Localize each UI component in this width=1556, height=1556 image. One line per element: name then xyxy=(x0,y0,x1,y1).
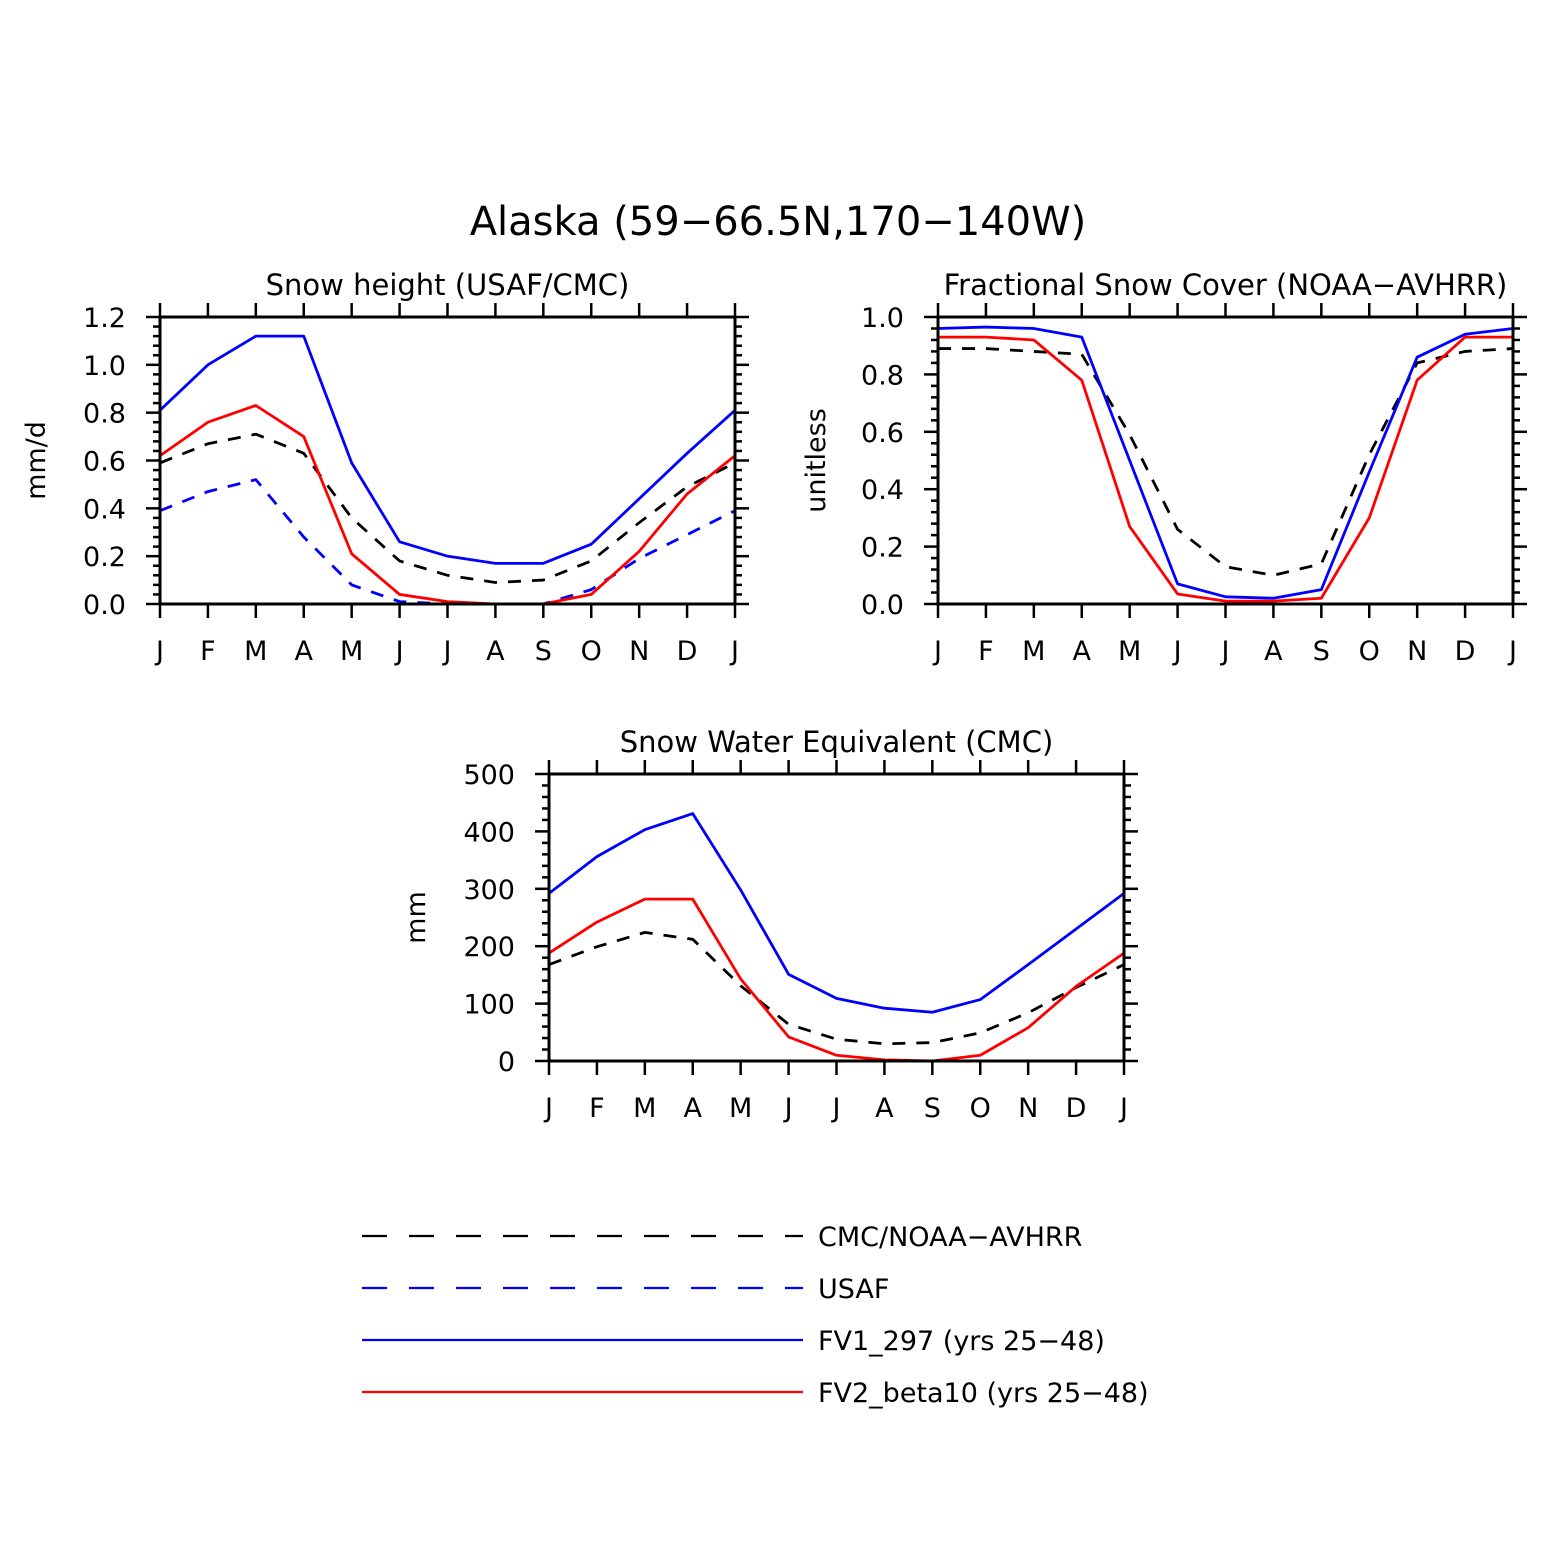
panel-title: Snow Water Equivalent (CMC) xyxy=(620,725,1054,759)
x-tick-label: M xyxy=(1118,636,1141,667)
x-tick-label: A xyxy=(295,636,314,667)
y-axis-label: mm xyxy=(401,891,432,944)
panel-snow-water-equivalent: Snow Water Equivalent (CMC)mmJ F M A M J J A S O N… xyxy=(401,725,1138,1124)
x-tick-label: A xyxy=(1264,636,1283,667)
series-line xyxy=(159,404,736,606)
x-tick-label: N xyxy=(1407,636,1427,667)
x-tick-label: D xyxy=(677,636,698,667)
x-tick-label: M xyxy=(1022,636,1045,667)
x-tick-label: D xyxy=(1066,1093,1087,1124)
plot-frame xyxy=(158,315,737,606)
legend-label: FV1_297 (yrs 25−48) xyxy=(818,1326,1105,1357)
x-tick-label: S xyxy=(1313,636,1330,667)
x-tick-label: J xyxy=(1172,636,1182,667)
x-tick-label: S xyxy=(924,1093,941,1124)
series-line xyxy=(159,334,736,565)
y-tick-label: 0 xyxy=(498,1047,515,1078)
x-tick-label: O xyxy=(581,636,602,667)
y-tick-label: 0.6 xyxy=(83,447,126,478)
y-tick-label: 400 xyxy=(463,817,515,848)
x-tick-label: F xyxy=(200,636,216,667)
y-axis-label: unitless xyxy=(801,408,832,513)
x-tick-label: J xyxy=(783,1093,793,1124)
y-tick-label: 200 xyxy=(463,932,515,963)
panel-snow-height: Snow height (USAF/CMC)mm/dJ F M A M J J A S O N D J0… xyxy=(21,268,749,667)
x-tick-label: J xyxy=(1507,636,1517,667)
x-tick-label: F xyxy=(978,636,994,667)
legend-label: CMC/NOAA−AVHRR xyxy=(818,1222,1082,1253)
y-tick-label: 100 xyxy=(463,990,515,1021)
x-tick-label: J xyxy=(154,636,164,667)
x-tick-label: N xyxy=(1018,1093,1038,1124)
series-line xyxy=(548,931,1125,1046)
x-tick-label: M xyxy=(340,636,363,667)
x-tick-label: J xyxy=(1118,1093,1128,1124)
x-tick-label: J xyxy=(831,1093,841,1124)
plot-frame xyxy=(547,772,1126,1063)
legend: CMC/NOAA−AVHRR USAF FV1_297 (yrs 25−48) FV2… xyxy=(362,1222,1149,1409)
y-axis-label: mm/d xyxy=(21,421,52,500)
x-tick-label: J xyxy=(932,636,942,667)
series-line xyxy=(938,347,1514,577)
axis-ticks xyxy=(535,760,1138,1075)
y-tick-label: 1.2 xyxy=(83,303,126,334)
x-tick-label: O xyxy=(970,1093,991,1124)
x-tick-label: M xyxy=(633,1093,656,1124)
x-tick-label: D xyxy=(1455,636,1476,667)
x-tick-label: O xyxy=(1359,636,1380,667)
y-tick-label: 1.0 xyxy=(861,303,904,334)
series-line xyxy=(938,335,1513,603)
y-tick-label: 0.6 xyxy=(861,418,904,449)
panel-fractional-snow-cover: Fractional Snow Cover (NOAA−AVHRR) unitle… xyxy=(801,268,1527,667)
y-tick-label: 0.4 xyxy=(83,494,126,525)
x-tick-label: S xyxy=(535,636,552,667)
y-tick-label: 0.2 xyxy=(83,542,126,573)
y-tick-label: 0.4 xyxy=(861,475,904,506)
x-tick-label: J xyxy=(394,636,404,667)
series-line xyxy=(548,897,1125,1063)
x-tick-label: J xyxy=(1220,636,1230,667)
y-tick-label: 0.0 xyxy=(861,590,904,621)
x-tick-label: F xyxy=(589,1093,605,1124)
legend-label: FV2_beta10 (yrs 25−48) xyxy=(818,1378,1149,1409)
x-tick-label: J xyxy=(442,636,452,667)
panel-title: Fractional Snow Cover (NOAA−AVHRR) xyxy=(944,268,1508,302)
x-tick-label: A xyxy=(1073,636,1092,667)
y-tick-label: 1.0 xyxy=(83,351,126,382)
y-tick-label: 300 xyxy=(463,875,515,906)
x-tick-label: A xyxy=(486,636,505,667)
series-line xyxy=(548,812,1125,1014)
legend-label: USAF xyxy=(818,1274,889,1305)
x-tick-label: J xyxy=(543,1093,553,1124)
y-tick-label: 0.2 xyxy=(861,533,904,564)
x-tick-label: A xyxy=(684,1093,703,1124)
x-tick-label: M xyxy=(729,1093,752,1124)
x-tick-label: J xyxy=(729,636,739,667)
axis-ticks xyxy=(146,303,749,618)
x-tick-label: A xyxy=(875,1093,894,1124)
figure-title: Alaska (59−66.5N,170−140W) xyxy=(470,199,1087,245)
y-tick-label: 0.8 xyxy=(861,360,904,391)
y-tick-label: 0.8 xyxy=(83,399,126,430)
series-line xyxy=(159,432,736,584)
series-line xyxy=(937,325,1514,600)
x-tick-label: N xyxy=(629,636,649,667)
panel-title: Snow height (USAF/CMC) xyxy=(266,268,630,302)
x-tick-label: M xyxy=(244,636,267,667)
y-tick-label: 0.0 xyxy=(83,590,126,621)
plot-frame xyxy=(936,315,1515,606)
y-tick-label: 500 xyxy=(463,760,515,791)
